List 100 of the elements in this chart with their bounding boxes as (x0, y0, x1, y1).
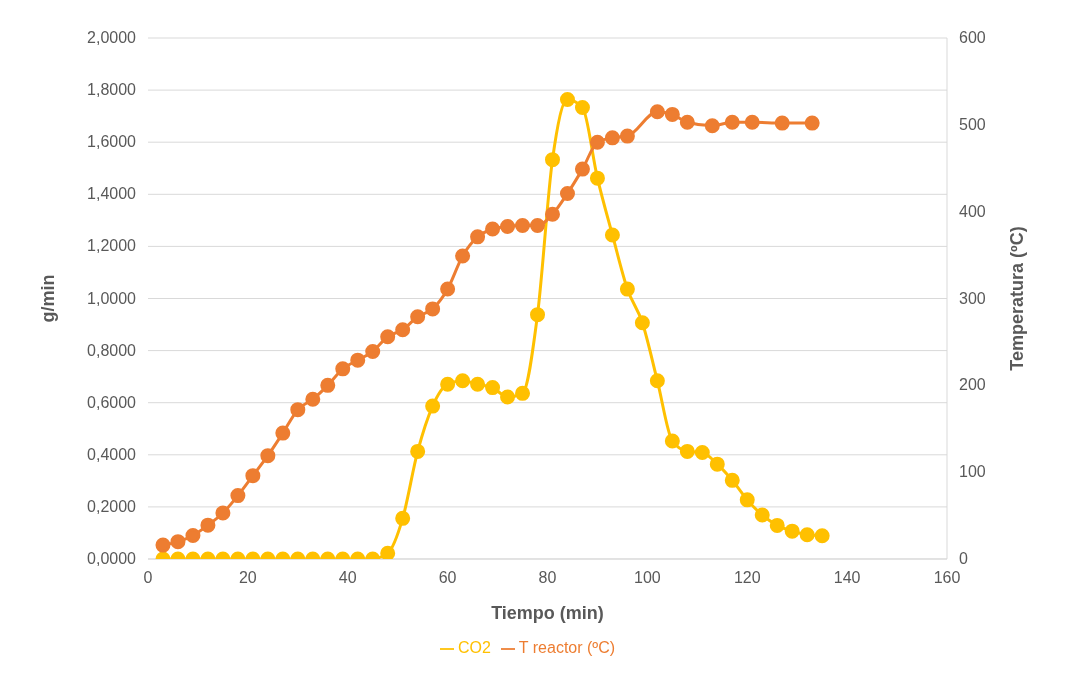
y2-tick-label: 200 (959, 376, 986, 394)
point (230, 488, 246, 504)
y-tick-label: 0,4000 (87, 445, 137, 463)
y2-tick-label: 100 (959, 463, 986, 481)
point (679, 114, 695, 130)
point (724, 114, 740, 130)
point (440, 376, 456, 392)
point (679, 443, 695, 459)
point (395, 510, 411, 526)
point (559, 185, 575, 201)
y-axis-title: g/min (38, 274, 59, 323)
point (649, 373, 665, 389)
point (380, 329, 396, 345)
point (275, 425, 291, 441)
point (515, 218, 531, 234)
point (804, 115, 820, 131)
point (170, 534, 186, 550)
point (215, 505, 231, 521)
y-tick-label: 1,6000 (87, 133, 137, 151)
point (395, 322, 411, 338)
point (350, 352, 366, 368)
point (754, 507, 770, 523)
y-tick-label: 0,2000 (87, 497, 137, 515)
y2-axis-title: Temperatura (ºC) (1007, 226, 1028, 371)
x-axis-title: Tiempo (min) (491, 603, 604, 623)
point (425, 398, 441, 414)
point (799, 527, 815, 543)
y2-tick-label: 400 (959, 202, 986, 220)
y-tick-label: 2,0000 (87, 29, 137, 46)
y-tick-label: 0,8000 (87, 341, 137, 359)
point (544, 206, 560, 222)
y2-tick-label: 300 (959, 289, 986, 307)
point (589, 134, 605, 150)
y2-tick-label: 0 (959, 550, 968, 567)
point (744, 114, 760, 130)
point (530, 307, 546, 323)
point (604, 130, 620, 146)
point (500, 389, 516, 405)
legend-label: T reactor (ºC) (518, 639, 616, 656)
point (774, 115, 790, 131)
point (440, 281, 456, 297)
x-tick-label: 60 (438, 569, 457, 586)
point (704, 118, 720, 134)
point (559, 91, 575, 107)
point (185, 528, 201, 544)
legend-label: CO2 (457, 639, 491, 656)
point (515, 385, 531, 401)
point (470, 229, 486, 245)
point (589, 170, 605, 186)
point (604, 227, 620, 243)
x-tick-label: 0 (143, 569, 153, 586)
point (410, 443, 426, 459)
point (455, 248, 471, 264)
point (649, 104, 665, 120)
point (574, 161, 590, 177)
y2-tick-label: 500 (959, 115, 986, 133)
point (784, 523, 800, 539)
point (664, 433, 680, 449)
x-tick-label: 160 (933, 569, 961, 586)
point (634, 315, 650, 331)
x-tick-label: 20 (238, 569, 257, 586)
point (619, 281, 635, 297)
point (260, 448, 276, 464)
point (619, 128, 635, 144)
y-tick-label: 0,6000 (87, 393, 137, 411)
point (739, 492, 755, 508)
x-tick-label: 80 (538, 569, 557, 586)
point (485, 221, 501, 237)
point (574, 100, 590, 116)
point (410, 309, 426, 325)
point (664, 106, 680, 122)
point (769, 517, 785, 533)
point (200, 517, 216, 533)
y-tick-label: 1,0000 (87, 289, 137, 307)
y2-tick-label: 600 (959, 29, 986, 46)
x-tick-label: 120 (733, 569, 761, 586)
point (155, 537, 171, 553)
y-tick-label: 1,4000 (87, 185, 137, 203)
point (709, 456, 725, 472)
point (290, 402, 306, 418)
point (814, 528, 830, 544)
point (694, 444, 710, 460)
x-tick-label: 140 (833, 569, 861, 586)
point (544, 152, 560, 168)
point (245, 468, 261, 484)
point (500, 218, 516, 234)
y-tick-label: 1,8000 (87, 81, 137, 99)
point (724, 472, 740, 488)
point (485, 380, 501, 396)
x-tick-label: 100 (634, 569, 661, 586)
point (530, 218, 546, 234)
point (335, 361, 351, 377)
point (455, 373, 471, 389)
point (320, 377, 336, 393)
point (305, 391, 321, 407)
point (380, 545, 396, 559)
y-tick-label: 1,2000 (87, 237, 137, 255)
point (425, 301, 441, 317)
point (365, 343, 381, 359)
x-tick-label: 40 (338, 569, 357, 586)
